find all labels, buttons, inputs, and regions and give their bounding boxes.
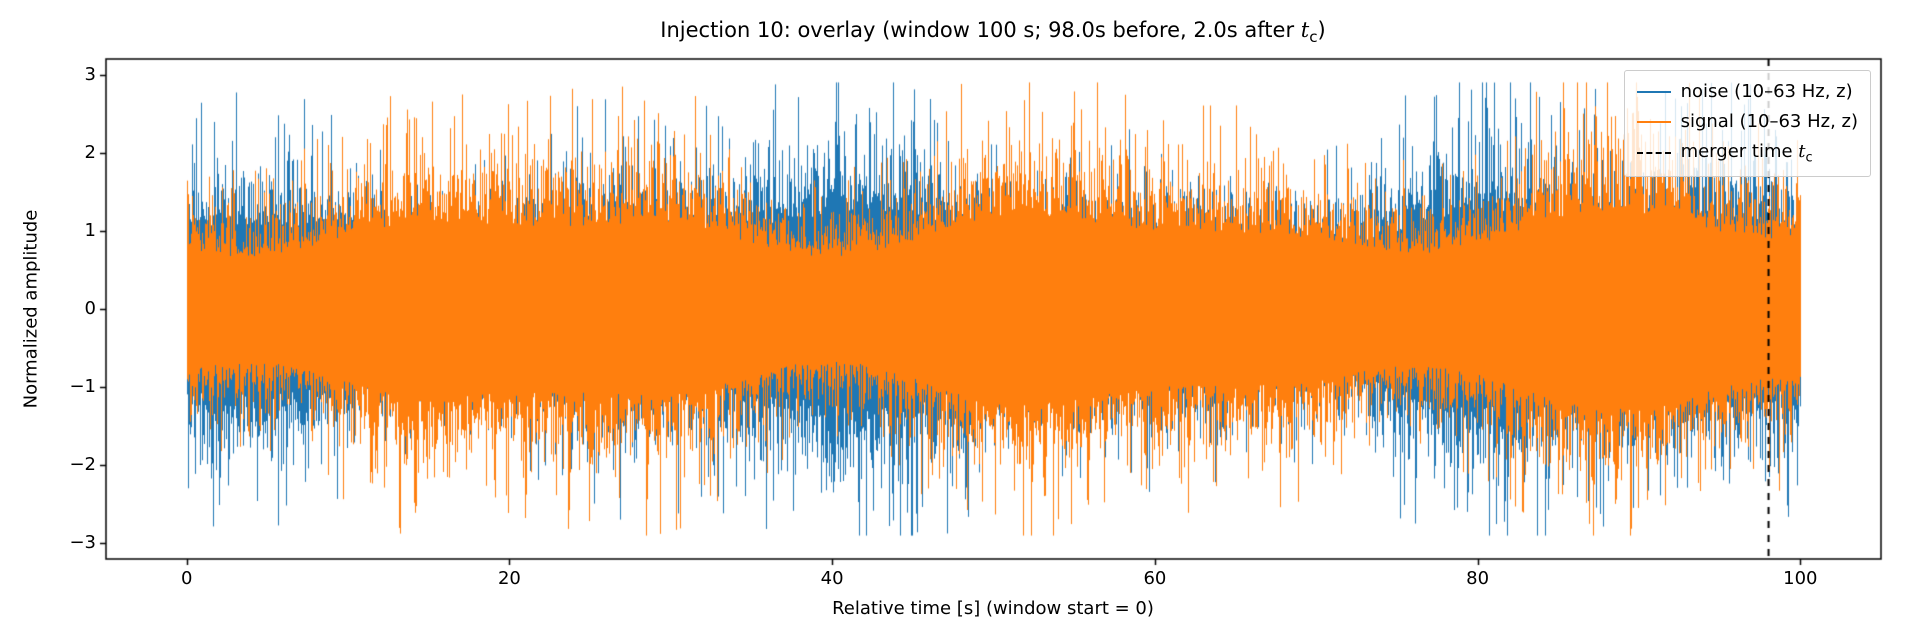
x-tick-label-80: 80 (1466, 568, 1490, 589)
y-tick-label-2: 2 (84, 142, 96, 163)
noise-line-sample (1636, 90, 1671, 93)
x-tick-label-100: 100 (1783, 568, 1818, 589)
x-tick-label-60: 60 (1143, 568, 1167, 589)
y-axis-label: Normalized amplitude (20, 209, 42, 409)
merger-line-sample (1636, 152, 1671, 155)
y-tick-label-neg3: −3 (69, 532, 96, 553)
x-tick-label-20: 20 (497, 568, 521, 589)
legend-label-noise: noise (10–63 Hz, z) (1680, 81, 1853, 102)
legend-item-noise: noise (10–63 Hz, z) (1636, 81, 1858, 102)
y-tick-label-3: 3 (84, 64, 96, 85)
x-axis-label: Relative time [s] (window start = 0) (832, 598, 1154, 619)
y-tick-label-1: 1 (84, 220, 96, 241)
x-tick-label-40: 40 (820, 568, 844, 589)
y-tick-label-neg2: −2 (69, 454, 96, 475)
chart-title-suffix: ) (1317, 18, 1326, 42)
tc-symbol: t (1300, 18, 1310, 42)
legend-tc-symbol: t (1798, 141, 1806, 162)
legend-label-signal: signal (10–63 Hz, z) (1680, 111, 1858, 132)
chart-title-prefix: Injection 10: overlay (window 100 s; 98.… (660, 18, 1301, 42)
legend-merger-prefix: merger time (1680, 141, 1799, 162)
signal-line-sample (1636, 120, 1671, 123)
y-tick-label-neg1: −1 (69, 376, 96, 397)
legend-item-signal: signal (10–63 Hz, z) (1636, 111, 1858, 132)
chart-title: Injection 10: overlay (window 100 s; 98.… (660, 18, 1325, 46)
legend-item-merger-time: merger time tc (1636, 141, 1858, 166)
x-tick-label-0: 0 (180, 568, 193, 589)
legend-label-merger: merger time tc (1681, 141, 1813, 166)
legend-tc-subscript: c (1805, 150, 1813, 166)
tc-subscript: c (1309, 28, 1318, 47)
legend: noise (10–63 Hz, z) signal (10–63 Hz, z)… (1623, 70, 1871, 177)
y-tick-label-0: 0 (84, 298, 96, 319)
